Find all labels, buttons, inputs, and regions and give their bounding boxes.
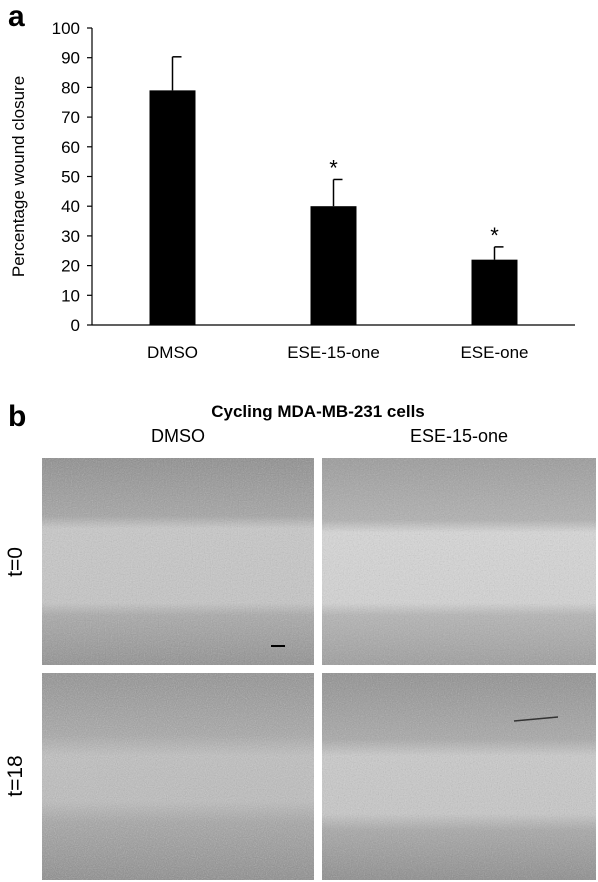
panel-a-letter: a	[8, 0, 25, 33]
x-tick-label-ese-one: ESE-one	[460, 343, 528, 362]
x-tick-label-dmso: DMSO	[147, 343, 198, 362]
micrograph-dmso-t0	[42, 458, 314, 665]
bar-chart: 0 10 20 30 40 50 60 70 80 90 100 Percentage wound c…	[9, 19, 575, 362]
column-header-dmso: DMSO	[151, 426, 205, 446]
y-tick-label-80: 80	[61, 78, 80, 97]
micrograph-ese-15-one-t0	[322, 458, 596, 665]
y-tick-label-60: 60	[61, 138, 80, 157]
y-tick-label-40: 40	[61, 197, 80, 216]
panel-b-title: Cycling MDA-MB-231 cells	[211, 402, 425, 421]
bar-ese-one	[471, 259, 518, 325]
significance-marker-ese-one: *	[490, 223, 499, 248]
y-tick-label-90: 90	[61, 49, 80, 68]
y-tick-label-100: 100	[52, 19, 80, 38]
y-tick-label-0: 0	[71, 316, 80, 335]
y-axis-label: Percentage wound closure	[9, 76, 28, 277]
panel-b-letter: b	[8, 400, 27, 433]
y-tick-label-70: 70	[61, 108, 80, 127]
row-label-t0: t=0	[4, 547, 27, 577]
bar-dmso	[149, 90, 196, 326]
column-header-ese-15-one: ESE-15-one	[409, 426, 509, 446]
y-tick-label-10: 10	[61, 286, 80, 305]
micrograph-ese-15-one-t18	[322, 673, 596, 880]
bar-ese-15-one	[310, 206, 357, 325]
y-tick-label-30: 30	[61, 227, 80, 246]
y-tick-label-20: 20	[61, 257, 80, 276]
x-tick-label-ese-15-one: ESE-15-one	[287, 343, 380, 362]
micrograph-dmso-t18	[42, 673, 314, 880]
significance-marker-ese-15-one: *	[329, 155, 338, 180]
y-tick-label-50: 50	[61, 168, 80, 187]
row-label-t18: t=18	[4, 755, 27, 797]
